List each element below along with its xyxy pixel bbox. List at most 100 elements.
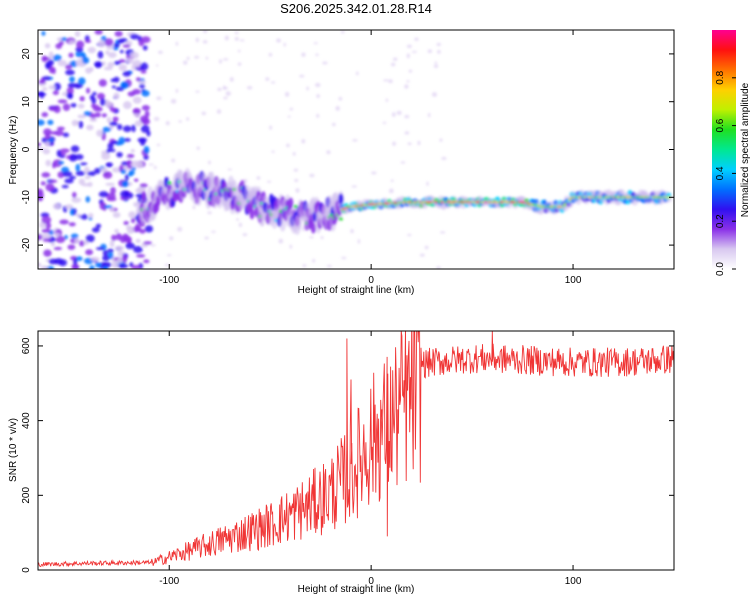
- noise-blob: [309, 236, 314, 239]
- noise-blob: [40, 212, 50, 218]
- colorbar-ticks: 0.0 0.2 0.4 0.6 0.8: [715, 70, 736, 276]
- y-tick-label: 600: [21, 337, 32, 354]
- spectrogram-content: [38, 30, 673, 269]
- noise-blob: [84, 175, 91, 180]
- colorbar-tick-label: 0.2: [715, 214, 726, 228]
- noise-blob: [82, 57, 90, 64]
- noise-blob: [404, 131, 410, 135]
- noise-blob: [45, 159, 52, 167]
- noise-blob: [441, 156, 447, 161]
- snr-x-label: Height of straight line (km): [298, 584, 415, 595]
- noise-blob: [59, 219, 69, 225]
- snr-frame: [37, 330, 675, 571]
- x-tick-label: 100: [565, 275, 582, 286]
- noise-blob: [99, 167, 108, 173]
- noise-blob: [130, 217, 136, 224]
- noise-blob: [137, 80, 147, 85]
- y-tick-label: 400: [21, 412, 32, 429]
- noise-blob: [45, 222, 52, 230]
- noise-blob: [113, 92, 120, 100]
- noise-blob: [48, 51, 54, 60]
- noise-blob: [75, 50, 85, 58]
- noise-blob: [130, 160, 141, 167]
- noise-blob: [102, 255, 110, 262]
- noise-blob: [97, 50, 104, 59]
- noise-blob: [306, 86, 309, 91]
- ridge-core: [293, 204, 298, 209]
- noise-blob: [217, 87, 222, 92]
- noise-blob: [97, 39, 106, 48]
- noise-blob: [292, 152, 296, 156]
- noise-blob: [114, 245, 125, 251]
- noise-blob: [338, 96, 343, 101]
- noise-blob: [133, 112, 140, 117]
- noise-blob: [143, 145, 150, 154]
- noise-blob: [155, 64, 159, 67]
- y-tick-label: 0: [21, 567, 32, 573]
- noise-blob: [106, 117, 112, 123]
- noise-blob: [130, 149, 135, 153]
- noise-blob: [335, 105, 340, 111]
- spectrogram-y-ticks: -20 -10 0 10 20: [21, 48, 674, 252]
- noise-blob: [112, 211, 121, 218]
- noise-blob: [134, 120, 143, 127]
- noise-blob: [135, 223, 141, 232]
- noise-blob: [38, 119, 45, 126]
- noise-blob: [57, 99, 68, 104]
- colorbar-tick-label: 0.4: [715, 166, 726, 180]
- noise-blob: [268, 52, 273, 57]
- noise-blob: [141, 90, 150, 97]
- noise-blob: [88, 213, 94, 218]
- noise-blob: [122, 44, 131, 48]
- noise-blob: [165, 120, 170, 126]
- noise-blob: [295, 188, 300, 193]
- ridge-body: [288, 197, 294, 209]
- noise-blob: [427, 49, 433, 54]
- noise-blob: [85, 234, 95, 243]
- noise-blob: [313, 42, 318, 45]
- noise-blob: [38, 91, 42, 97]
- noise-blob: [436, 266, 441, 269]
- noise-blob: [439, 138, 443, 142]
- noise-blob: [124, 174, 129, 182]
- ridge-body: [541, 199, 547, 205]
- noise-blob: [78, 120, 84, 129]
- noise-blob: [271, 150, 275, 153]
- noise-blob: [104, 38, 114, 47]
- noise-blob: [89, 265, 95, 269]
- noise-blob: [106, 148, 111, 154]
- noise-blob: [123, 138, 131, 142]
- noise-blob: [404, 84, 409, 89]
- noise-blob: [90, 256, 100, 262]
- noise-blob: [101, 152, 111, 160]
- ridge-body: [338, 193, 344, 205]
- noise-blob: [284, 91, 290, 97]
- noise-blob: [166, 254, 172, 257]
- noise-blob: [164, 263, 170, 267]
- noise-blob: [131, 124, 136, 133]
- noise-blob: [224, 35, 229, 41]
- noise-blob: [156, 96, 162, 101]
- noise-blob: [113, 76, 120, 83]
- noise-blob: [70, 103, 77, 108]
- noise-blob: [94, 167, 101, 174]
- noise-blob: [41, 112, 49, 118]
- noise-blob: [234, 31, 239, 35]
- noise-blob: [38, 234, 43, 241]
- noise-blob: [80, 162, 88, 166]
- noise-blob: [238, 222, 243, 227]
- noise-blob: [439, 231, 446, 234]
- noise-blob: [99, 202, 106, 210]
- noise-blob: [78, 178, 85, 186]
- noise-blob: [103, 205, 113, 209]
- spectrogram-y-label: Frequency (Hz): [8, 116, 19, 185]
- noise-blob: [312, 258, 316, 263]
- noise-blob: [114, 228, 119, 234]
- noise-blob: [54, 232, 60, 237]
- noise-blob: [341, 30, 345, 34]
- noise-blob: [132, 108, 141, 114]
- noise-blob: [107, 62, 115, 68]
- noise-blob: [89, 94, 95, 101]
- noise-blob: [135, 77, 141, 82]
